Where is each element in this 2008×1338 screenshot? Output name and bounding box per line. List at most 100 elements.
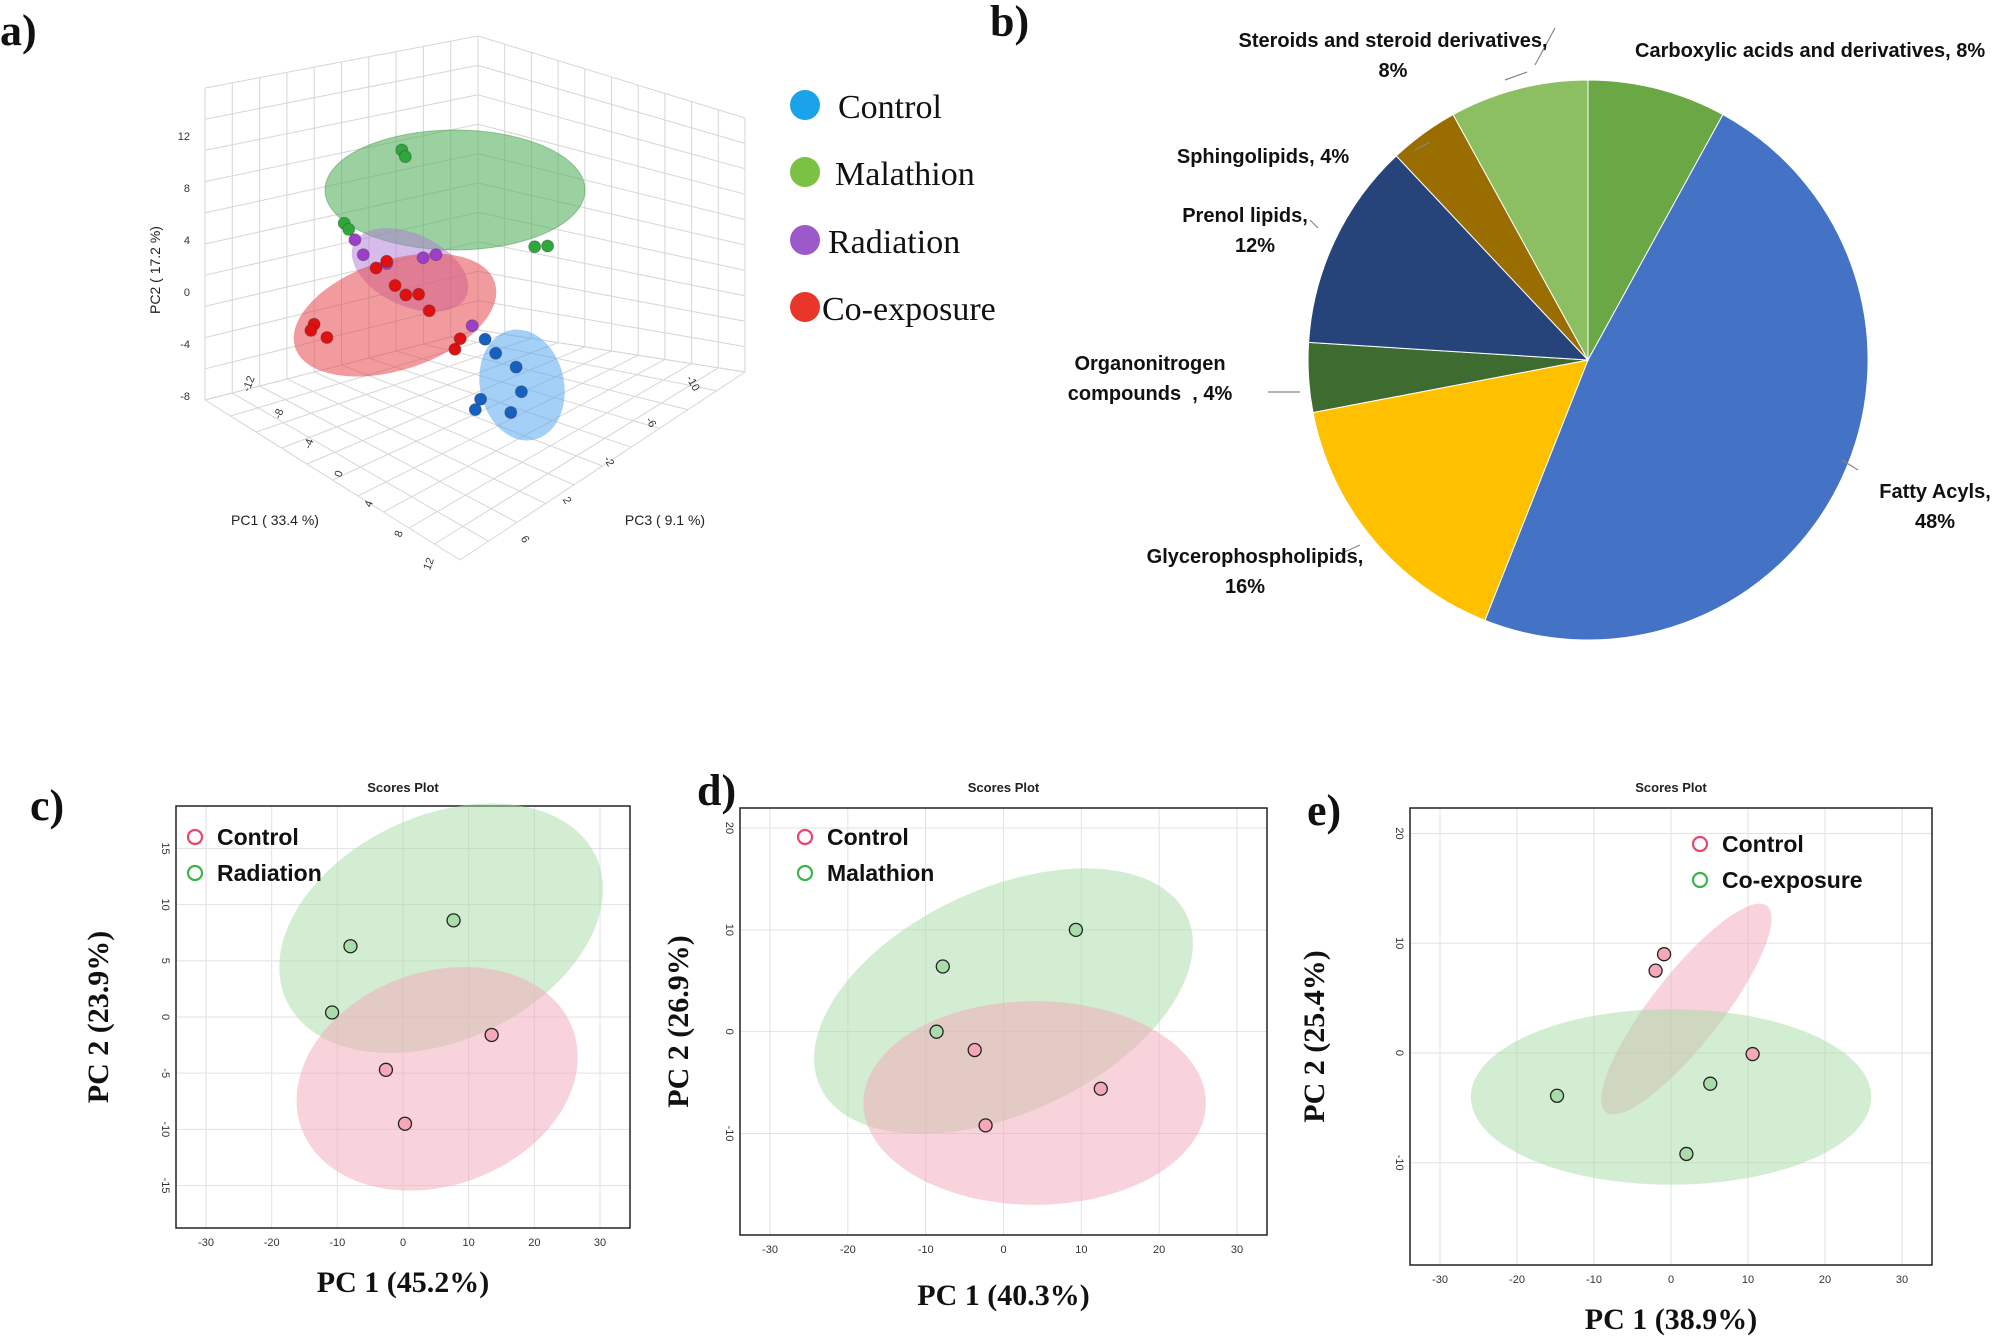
pie-label-sphingolipids: Sphingolipids, 4% <box>1177 146 1349 168</box>
panel-label-a: a) <box>0 6 37 55</box>
pie-slice-4 <box>1308 155 1590 361</box>
pca3d-pc2-tick: 12 <box>178 131 190 143</box>
y-tick-label: 20 <box>1393 827 1405 839</box>
x-tick-label: 20 <box>528 1237 540 1249</box>
pie-label-organonitrogen: compounds , 4% <box>1068 383 1233 405</box>
x-tick-label: 20 <box>1819 1274 1831 1286</box>
pca3d-pc2-label: PC2 ( 17.2 %) <box>147 226 163 314</box>
y-tick-label: 15 <box>159 842 171 854</box>
data-point-control <box>1745 1046 1760 1062</box>
x-tick-label: 10 <box>463 1237 475 1249</box>
pca3d-point-co-exposure <box>304 323 318 337</box>
pca3d-pc3-tick: -10 <box>683 374 701 394</box>
plot-frame <box>1409 807 1933 1266</box>
legend-marker-co-exposure <box>1691 871 1709 889</box>
y-tick-label: 0 <box>159 1014 171 1020</box>
y-axis-title: PC 2 (26.9%) <box>662 935 695 1107</box>
legend-label-control: Control <box>217 824 299 850</box>
legend-marker-control <box>1691 835 1709 853</box>
x-tick-label: 10 <box>1742 1274 1754 1286</box>
data-point-control <box>484 1027 499 1043</box>
pca3d-point-control <box>478 332 492 346</box>
pca3d-pc2-tick: 4 <box>184 235 190 247</box>
data-point-control <box>1656 947 1672 962</box>
x-tick-label: 10 <box>1075 1244 1087 1256</box>
pie-label-glycerophospholipids: Glycerophospholipids, <box>1147 546 1364 568</box>
pca3d-point-malathion <box>528 240 542 254</box>
y-axis-title: PC 2 (23.9%) <box>82 931 115 1103</box>
legend-label-control: Control <box>838 89 942 126</box>
panel-e-scores: -30 -20 -10 0 10 20 30 20 10 0 -10 Scores Plot PC 1 … <box>1298 780 1933 1336</box>
pca3d-point-control <box>474 392 488 406</box>
x-tick-label: -20 <box>1509 1274 1525 1286</box>
pie-slice-1 <box>1484 113 1869 641</box>
legend-marker-control <box>796 828 814 846</box>
data-point-control <box>378 1062 394 1077</box>
plot-frame <box>175 805 631 1229</box>
confidence-ellipse-control <box>863 1001 1206 1205</box>
x-tick-label: -10 <box>1586 1274 1602 1286</box>
panel-label-b: b) <box>990 0 1029 46</box>
pie-label-steroids: Steroids and steroid derivatives, <box>1239 30 1548 52</box>
legend-marker-control <box>790 90 820 120</box>
x-tick-label: 0 <box>1668 1274 1674 1286</box>
pie-labels: Carboxylic acids and derivatives, 8% Fat… <box>1068 30 1991 598</box>
pca3d-pc1-tick: 8 <box>392 529 405 539</box>
data-point-control <box>1093 1081 1108 1096</box>
pca3d-ellipse-coexposure <box>293 253 497 377</box>
pca3d-pc1-tick: -4 <box>302 437 317 450</box>
legend-marker-radiation <box>186 864 204 882</box>
pca3d-point-control <box>489 346 503 360</box>
y-tick-label: -10 <box>159 1121 171 1137</box>
data-point-radiation <box>324 1005 340 1020</box>
legend-marker-coexposure <box>790 292 820 322</box>
data-point-radiation <box>446 913 461 928</box>
pca3d-pc1-tick: 12 <box>421 556 436 572</box>
pca3d-point-radiation <box>348 233 362 247</box>
pie-slice-0 <box>1587 79 1724 361</box>
legend-label-control: Control <box>827 824 909 850</box>
x-tick-label: 0 <box>1000 1244 1006 1256</box>
legend-marker-radiation <box>790 225 820 255</box>
pca3d-point-co-exposure <box>380 254 394 268</box>
scores-plot-title: Scores Plot <box>367 780 439 795</box>
x-tick-label: -20 <box>264 1237 280 1249</box>
data-point-radiation <box>343 939 358 954</box>
pie-pct-prenol: 12% <box>1235 235 1275 257</box>
legend-marker-malathion <box>796 864 814 882</box>
pca3d-point-malathion <box>342 222 356 236</box>
data-point-control <box>1648 963 1663 978</box>
legend-label-control: Control <box>1722 831 1804 857</box>
x-tick-label: 30 <box>1231 1244 1243 1256</box>
pca3d-point-co-exposure <box>448 342 462 356</box>
pie-label-carboxylic: Carboxylic acids and derivatives, 8% <box>1635 40 1985 62</box>
data-point-malathion <box>935 959 950 974</box>
pca3d-point-co-exposure <box>453 332 467 346</box>
pca3d-ellipse-control <box>479 329 565 441</box>
pie-pct-steroids: 8% <box>1379 60 1408 82</box>
pie-slices <box>1307 79 1869 641</box>
pca3d-point-control <box>509 360 523 374</box>
x-tick-label: 20 <box>1153 1244 1165 1256</box>
data-point-control <box>397 1116 413 1131</box>
pca3d-pc1-tick: 4 <box>362 499 375 509</box>
data-point-malathion <box>929 1024 944 1039</box>
y-tick-label: 10 <box>159 899 171 911</box>
legend-label-malathion: Malathion <box>835 156 975 193</box>
panel-label-d: d) <box>697 766 736 815</box>
y-tick-label: -15 <box>159 1178 171 1194</box>
pie-label-organonitrogen-1: Organonitrogen <box>1074 353 1225 375</box>
pca3d-point-co-exposure <box>422 304 436 318</box>
pca3d-pc3-tick: 6 <box>518 534 531 545</box>
pca3d-point-radiation <box>429 248 443 262</box>
data-point-co-exposure <box>1703 1076 1718 1091</box>
y-tick-label: -10 <box>723 1126 735 1142</box>
y-axis-title: PC 2 (25.4%) <box>1298 950 1331 1122</box>
pca3d-pc3-label: PC3 ( 9.1 %) <box>625 512 705 528</box>
pie-label-prenol: Prenol lipids, <box>1182 205 1308 227</box>
pca3d-point-control <box>468 403 482 417</box>
x-tick-label: 30 <box>594 1237 606 1249</box>
